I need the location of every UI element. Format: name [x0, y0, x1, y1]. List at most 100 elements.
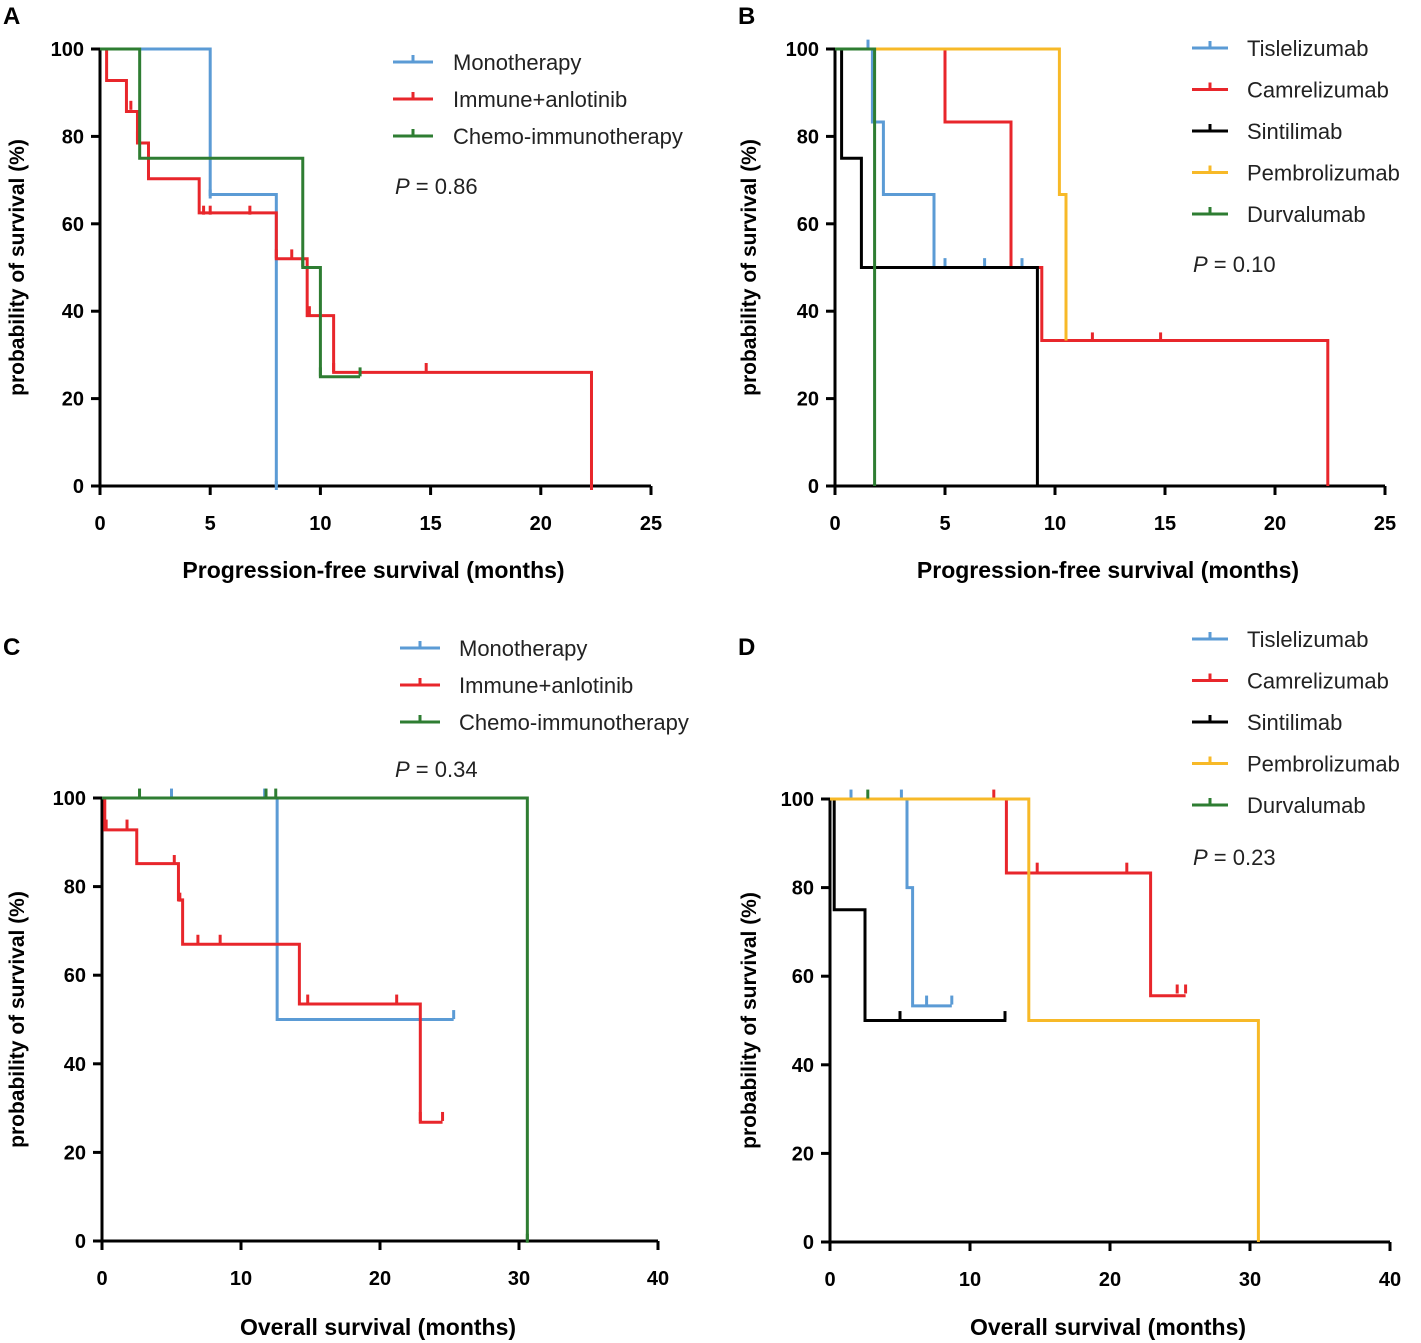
y-axis-label: probability of survival (%): [738, 892, 761, 1149]
y-tick-label: 100: [786, 39, 819, 61]
p-value-text: = 0.23: [1208, 845, 1276, 870]
y-tick-label: 80: [792, 878, 814, 900]
y-tick-label: 0: [75, 1231, 86, 1253]
panel-b: B 0 20 40 60 80 100 0 5 10 15 20 25 Progression-free …: [738, 3, 1400, 583]
y-tick-label: 80: [797, 126, 819, 148]
legend-label-camrelizumab: Camrelizumab: [1247, 78, 1389, 103]
x-tick-label: 15: [1154, 513, 1176, 535]
x-axis-label: Overall survival (months): [970, 1314, 1246, 1340]
panel-letter: A: [3, 3, 20, 30]
curve-camrelizumab: [830, 797, 1186, 998]
legend-label-monotherapy: Monotherapy: [453, 50, 581, 75]
x-tick-label: 5: [205, 513, 216, 535]
curve-tislelizumab: [830, 797, 952, 1008]
panel-letter: B: [738, 3, 755, 30]
x-tick-label: 10: [230, 1268, 252, 1290]
curve-monotherapy: [102, 796, 454, 1021]
x-tick-label: 0: [824, 1269, 835, 1291]
y-tick-label: 20: [797, 389, 819, 411]
x-tick-label: 40: [647, 1268, 669, 1290]
curve-sintilimab: [835, 47, 1039, 486]
y-axis-label: probability of survival (%): [6, 139, 29, 396]
curve-durvalumab: [835, 47, 877, 486]
y-tick-label: 60: [792, 966, 814, 988]
legend-label-immune-anlotinib: Immune+anlotinib: [459, 673, 633, 698]
x-tick-label: 0: [829, 513, 840, 535]
y-tick-label: 100: [53, 788, 86, 810]
p-value: P = 0.23: [1193, 845, 1276, 870]
y-tick-label: 60: [64, 965, 86, 987]
p-value-symbol: P: [1193, 845, 1208, 870]
curve-monotherapy: [100, 47, 278, 486]
legend-label-immune-anlotinib: Immune+anlotinib: [453, 87, 627, 112]
panel-letter: D: [738, 634, 755, 661]
panel-c: C 0 20 40 60 80 100 0 10 20 30 40 Overall survival (…: [3, 634, 689, 1340]
legend-label-camrelizumab: Camrelizumab: [1247, 669, 1389, 694]
legend-label-durvalumab: Durvalumab: [1247, 202, 1366, 227]
x-tick-label: 30: [1239, 1269, 1261, 1291]
p-value-text: = 0.34: [410, 757, 478, 782]
legend-label-pembrolizumab: Pembrolizumab: [1247, 752, 1400, 777]
legend-label-chemo-immunotherapy: Chemo-immunotherapy: [453, 124, 683, 149]
p-value-text: = 0.10: [1208, 252, 1276, 277]
y-tick-label: 20: [64, 1142, 86, 1164]
p-value: P = 0.34: [395, 757, 478, 782]
x-tick-label: 5: [939, 513, 950, 535]
legend-label-tislelizumab: Tislelizumab: [1247, 627, 1368, 652]
p-value: P = 0.10: [1193, 252, 1276, 277]
y-tick-label: 80: [64, 877, 86, 899]
x-tick-label: 10: [309, 513, 331, 535]
y-tick-label: 0: [808, 476, 819, 498]
p-value: P = 0.86: [395, 174, 478, 199]
p-value-text: = 0.86: [410, 174, 478, 199]
y-tick-label: 100: [781, 789, 814, 811]
x-axis-label: Overall survival (months): [240, 1314, 516, 1340]
y-tick-label: 100: [51, 39, 84, 61]
legend-label-tislelizumab: Tislelizumab: [1247, 36, 1368, 61]
legend-label-sintilimab: Sintilimab: [1247, 119, 1342, 144]
y-tick-label: 20: [62, 389, 84, 411]
y-tick-label: 80: [62, 126, 84, 148]
x-tick-label: 40: [1379, 1269, 1401, 1291]
x-tick-label: 20: [1099, 1269, 1121, 1291]
legend-label-sintilimab: Sintilimab: [1247, 710, 1342, 735]
curve-tislelizumab: [835, 47, 1029, 269]
y-tick-label: 60: [797, 214, 819, 236]
curve-chemo-immunotherapy: [102, 796, 529, 1241]
p-value-symbol: P: [395, 757, 410, 782]
curve-pembrolizumab: [835, 47, 1068, 341]
x-tick-label: 0: [96, 1268, 107, 1290]
y-tick-label: 60: [62, 214, 84, 236]
curve-pembrolizumab: [830, 797, 1260, 1242]
x-axis-label: Progression-free survival (months): [182, 557, 564, 583]
x-tick-label: 30: [508, 1268, 530, 1290]
panel-d: D 0 20 40 60 80 100 0 10 20 30 40 Overall survival (…: [738, 627, 1401, 1340]
axis-lines: [98, 48, 651, 488]
panel-letter: C: [3, 634, 20, 661]
legend-label-durvalumab: Durvalumab: [1247, 793, 1366, 818]
x-tick-label: 0: [94, 513, 105, 535]
panel-a: A 0 20 40 60 80 100 0 5 10 15 20 25 Progression-free …: [3, 3, 683, 583]
x-tick-label: 20: [369, 1268, 391, 1290]
y-tick-label: 40: [64, 1054, 86, 1076]
legend-label-monotherapy: Monotherapy: [459, 636, 587, 661]
x-tick-label: 20: [1264, 513, 1286, 535]
y-tick-label: 0: [803, 1232, 814, 1254]
x-tick-label: 10: [1044, 513, 1066, 535]
legend-label-chemo-immunotherapy: Chemo-immunotherapy: [459, 710, 689, 735]
y-tick-label: 40: [62, 301, 84, 323]
curve-immune-anlotinib: [100, 47, 593, 486]
curve-sintilimab: [830, 797, 1007, 1022]
y-axis-label: probability of survival (%): [738, 139, 761, 396]
y-tick-label: 20: [792, 1143, 814, 1165]
y-tick-label: 40: [797, 301, 819, 323]
curve-chemo-immunotherapy: [100, 47, 361, 379]
x-tick-label: 15: [419, 513, 441, 535]
x-tick-label: 10: [959, 1269, 981, 1291]
p-value-symbol: P: [395, 174, 410, 199]
legend-label-pembrolizumab: Pembrolizumab: [1247, 161, 1400, 186]
x-axis-label: Progression-free survival (months): [917, 557, 1299, 583]
curve-immune-anlotinib: [102, 796, 443, 1124]
x-tick-label: 20: [530, 513, 552, 535]
